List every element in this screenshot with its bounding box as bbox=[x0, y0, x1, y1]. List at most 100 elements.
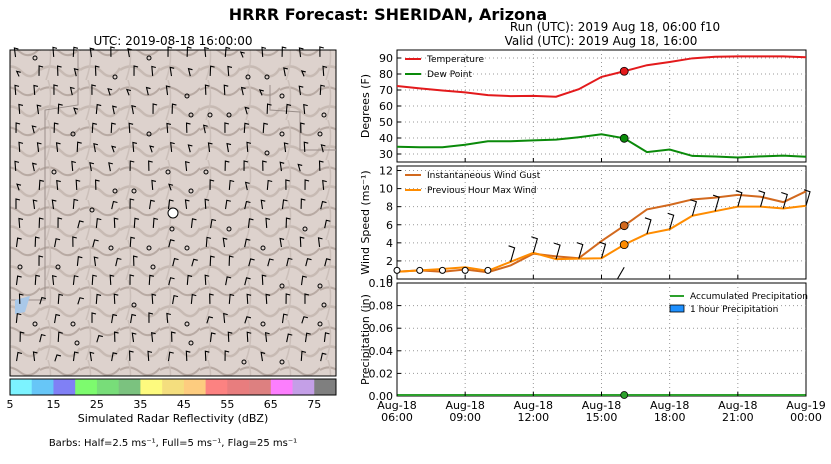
calm-wind-circle bbox=[184, 245, 190, 251]
wind-barb bbox=[616, 266, 625, 280]
wind-barb bbox=[152, 217, 159, 228]
wind-barb bbox=[207, 142, 213, 153]
wind-barb bbox=[54, 238, 61, 248]
wind-barb bbox=[226, 142, 232, 153]
wind-barb bbox=[185, 350, 191, 361]
wind-barb bbox=[283, 67, 288, 77]
y-tick-label: 60 bbox=[379, 100, 393, 113]
colorbar-cell bbox=[270, 379, 293, 395]
legend-entry: Dew Point bbox=[427, 70, 473, 80]
wind-barb bbox=[72, 46, 79, 57]
wind-barb bbox=[57, 103, 63, 114]
wind-barb bbox=[54, 313, 61, 324]
calm-wind-circle bbox=[279, 359, 285, 365]
legend-entry: Instantaneous Wind Gust bbox=[427, 171, 541, 181]
legend-swatch bbox=[669, 304, 685, 313]
wind-barb bbox=[279, 161, 285, 172]
wind-barb bbox=[222, 237, 228, 248]
wind-barb bbox=[39, 333, 46, 343]
wind-barb bbox=[266, 179, 273, 191]
wind-barb bbox=[169, 66, 175, 77]
wind-barb bbox=[260, 199, 266, 210]
colorbar-tick-label: 15 bbox=[46, 398, 60, 411]
wind-barb bbox=[298, 47, 304, 58]
colorbar-cell bbox=[140, 379, 163, 395]
wind-barb bbox=[297, 163, 303, 172]
wind-barb bbox=[132, 141, 138, 152]
wind-barb bbox=[51, 275, 57, 286]
y-axis-label: Wind Speed (ms⁻¹) bbox=[359, 170, 372, 274]
y-tick-label: 40 bbox=[379, 132, 393, 145]
wind-barb bbox=[167, 46, 173, 57]
wind-barb bbox=[113, 217, 119, 228]
calm-wind-circle bbox=[131, 302, 137, 308]
calm-wind-circle bbox=[17, 264, 23, 270]
wind-barb bbox=[224, 122, 230, 133]
colorbar-tick-label: 65 bbox=[264, 398, 278, 411]
wind-barb bbox=[244, 277, 251, 286]
wind-barb bbox=[38, 179, 45, 190]
calm-wind-circle bbox=[321, 112, 327, 118]
wind-barb bbox=[108, 162, 113, 172]
calm-wind-circle bbox=[302, 226, 308, 232]
calm-wind-circle bbox=[203, 169, 209, 175]
wind-barb bbox=[285, 293, 291, 304]
colorbar-cell bbox=[96, 379, 119, 395]
wind-barb bbox=[190, 293, 197, 305]
location-marker bbox=[167, 207, 179, 219]
current-time-marker bbox=[619, 133, 629, 143]
calm-wind-circle bbox=[438, 266, 446, 274]
wind-barb bbox=[53, 122, 59, 133]
wind-barb bbox=[72, 275, 79, 286]
wind-barb bbox=[244, 200, 251, 210]
wind-barb bbox=[109, 274, 115, 285]
wind-barb bbox=[56, 179, 61, 191]
calm-wind-circle bbox=[226, 226, 232, 232]
calm-wind-circle bbox=[226, 112, 232, 118]
y-tick-label: 0.02 bbox=[369, 367, 394, 380]
wind-barb bbox=[15, 198, 21, 209]
series-line bbox=[396, 55, 807, 98]
y-tick-label: 0.08 bbox=[369, 300, 394, 313]
colorbar-cell bbox=[183, 379, 206, 395]
colorbar-cell bbox=[162, 379, 185, 395]
calm-wind-circle bbox=[184, 321, 190, 327]
calm-wind-circle bbox=[70, 321, 76, 327]
calm-wind-circle bbox=[89, 207, 95, 213]
y-tick-label: 80 bbox=[379, 68, 393, 81]
wind-barb bbox=[204, 274, 210, 285]
current-time-marker bbox=[619, 240, 629, 250]
wind-barb bbox=[318, 160, 324, 171]
wind-barb bbox=[149, 145, 155, 153]
calm-wind-circle bbox=[279, 93, 285, 99]
wind-barb bbox=[209, 255, 215, 266]
wind-barb bbox=[300, 350, 307, 361]
wind-barb bbox=[187, 67, 193, 77]
calm-wind-circle bbox=[264, 150, 270, 156]
wind-barb bbox=[172, 294, 179, 305]
wind-barb bbox=[223, 312, 228, 324]
wind-barb bbox=[107, 87, 113, 96]
wind-barb bbox=[305, 258, 312, 267]
wind-barb bbox=[286, 257, 293, 267]
wind-barb bbox=[223, 84, 229, 95]
wind-barb bbox=[148, 312, 154, 323]
colorbar-cell bbox=[249, 379, 272, 395]
wind-barb bbox=[553, 242, 561, 260]
calm-wind-circle bbox=[264, 74, 270, 80]
wind-barb bbox=[202, 124, 208, 134]
wind-barb bbox=[644, 217, 652, 234]
wind-barb bbox=[286, 333, 293, 343]
x-tick-label: Aug-18 bbox=[445, 399, 484, 412]
wind-barb bbox=[167, 351, 174, 362]
wind-barb bbox=[576, 242, 584, 259]
wind-barb bbox=[260, 351, 266, 362]
wind-barb bbox=[168, 239, 175, 248]
wind-barb bbox=[36, 142, 42, 153]
x-tick-label: 00:00 bbox=[790, 411, 822, 424]
current-time-marker bbox=[619, 221, 629, 231]
series-line bbox=[396, 133, 807, 159]
colorbar-tick-label: 75 bbox=[307, 398, 321, 411]
wind-barb bbox=[262, 160, 267, 171]
calm-wind-circle bbox=[112, 188, 118, 194]
